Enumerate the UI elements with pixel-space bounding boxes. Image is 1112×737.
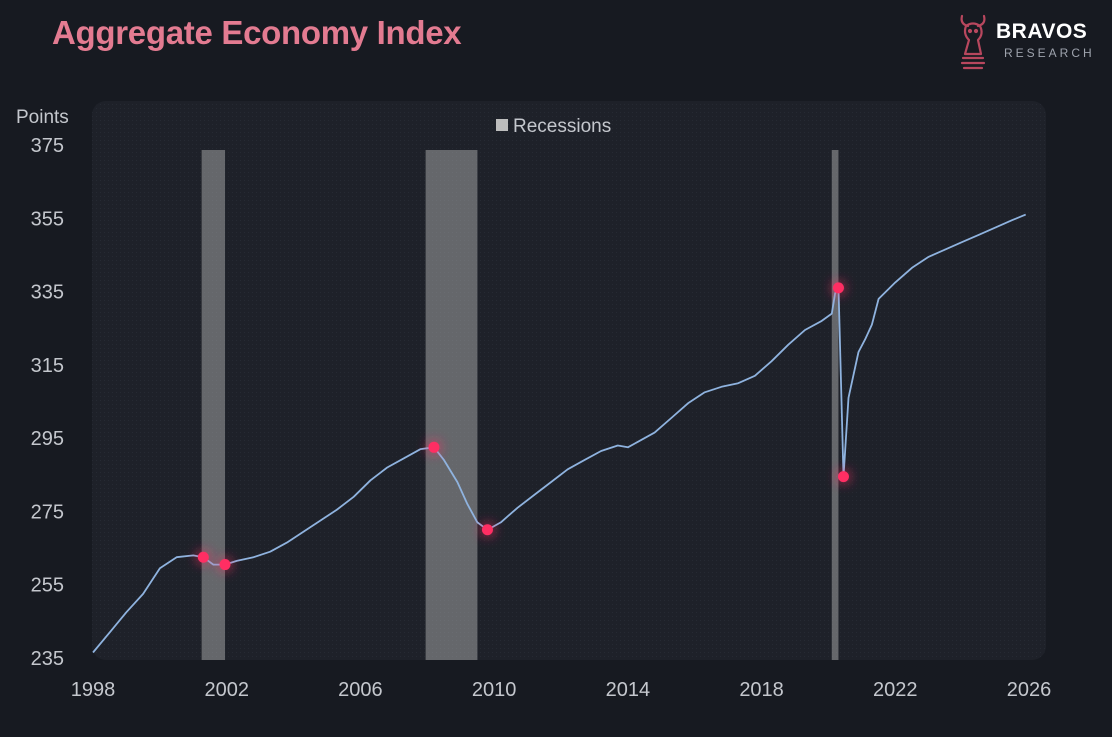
- y-tick-label: 295: [31, 428, 64, 450]
- y-tick-label: 315: [31, 355, 64, 377]
- x-tick-label: 2006: [338, 679, 383, 701]
- y-axis-label: Points: [16, 107, 69, 128]
- x-tick-label: 2014: [606, 679, 651, 701]
- recession-band: [831, 150, 839, 660]
- recession-band: [425, 150, 478, 660]
- x-tick-label: 2010: [472, 679, 517, 701]
- recession-band: [201, 150, 226, 660]
- turning-point-marker: [837, 471, 849, 483]
- y-tick-label: 335: [31, 282, 64, 304]
- y-tick-label: 255: [31, 575, 64, 597]
- plot-area: [92, 101, 1046, 660]
- legend-label: Recessions: [513, 116, 611, 137]
- page-title: Aggregate Economy Index: [52, 14, 462, 51]
- x-tick-label: 2002: [204, 679, 249, 701]
- brand-subtitle: RESEARCH: [1004, 46, 1095, 60]
- x-tick-label: 2026: [1007, 679, 1052, 701]
- y-tick-label: 355: [31, 208, 64, 230]
- turning-point-marker: [428, 441, 440, 453]
- brand-name: BRAVOS: [996, 20, 1088, 43]
- turning-point-marker: [197, 551, 209, 563]
- y-tick-label: 235: [31, 648, 64, 670]
- y-tick-label: 275: [31, 501, 64, 523]
- y-tick-label: 375: [31, 135, 64, 157]
- brand-logo: BRAVOS RESEARCH: [956, 10, 1106, 72]
- legend-swatch: [496, 119, 508, 131]
- turning-point-marker: [832, 282, 844, 294]
- x-tick-label: 2022: [873, 679, 918, 701]
- turning-point-marker: [219, 559, 231, 571]
- turning-point-marker: [481, 524, 493, 536]
- legend: Recessions: [496, 116, 611, 137]
- bull-chess-knight-icon: [960, 14, 986, 70]
- x-tick-label: 1998: [71, 679, 116, 701]
- series-line: [92, 213, 1027, 654]
- x-tick-label: 2018: [739, 679, 784, 701]
